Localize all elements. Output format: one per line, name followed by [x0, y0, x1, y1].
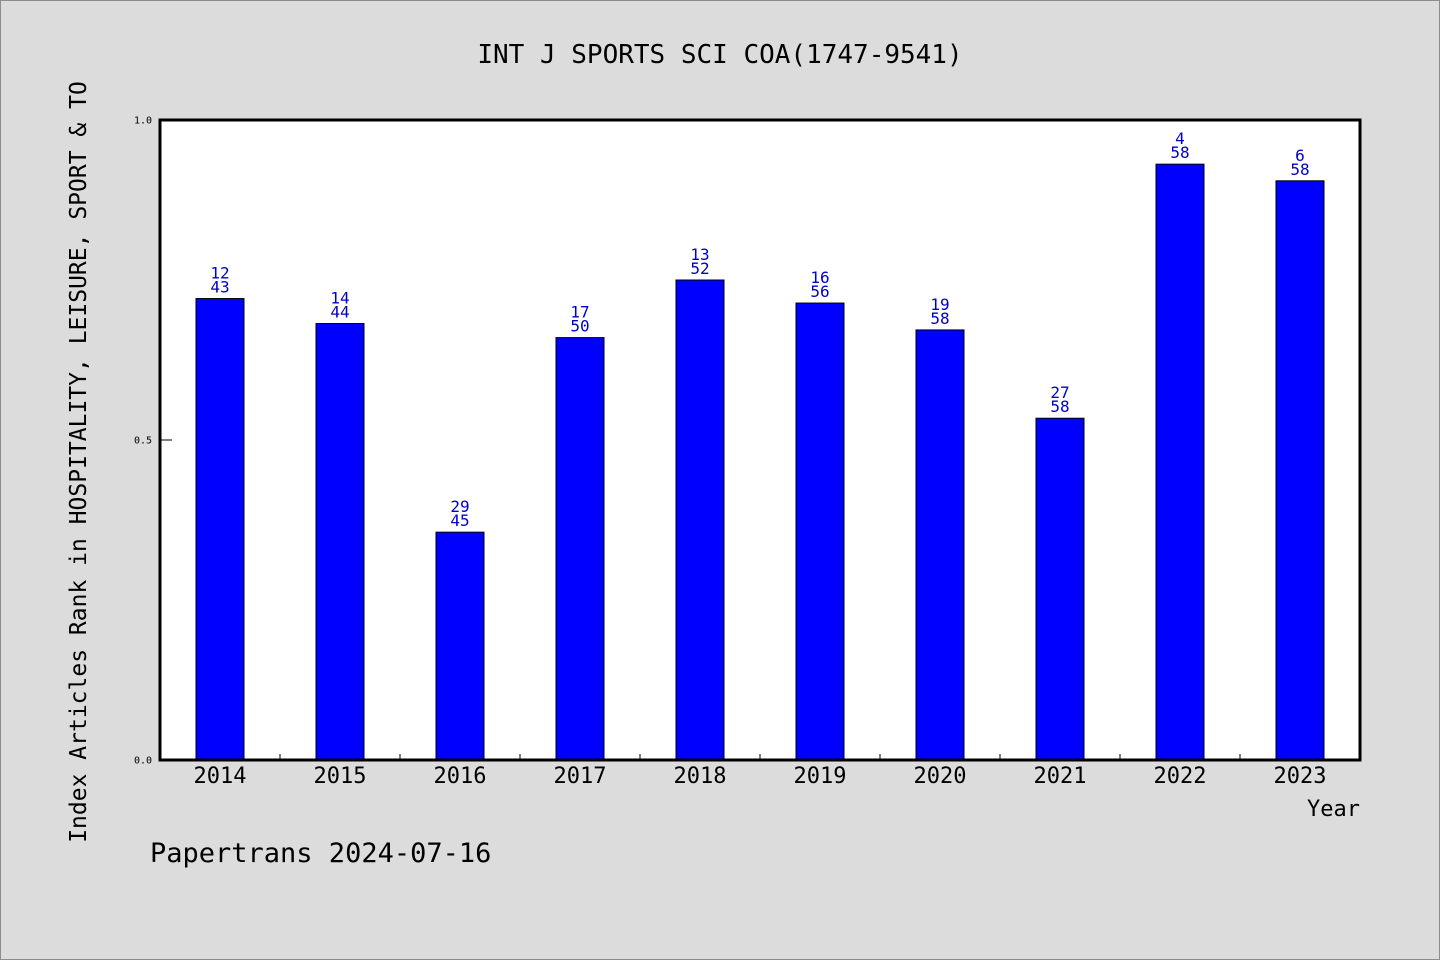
bar-2016	[435, 531, 485, 761]
bar-2015	[315, 323, 365, 761]
bar-2018	[675, 279, 725, 761]
bars-group	[195, 163, 1325, 761]
x-axis-ticks: 2014 2015 2016 2017 2018 2019 2020 2021 2022 2023	[194, 754, 1327, 789]
x-tick-label-2023: 2023	[1274, 764, 1327, 789]
footer-credit: Papertrans 2024-07-16	[150, 838, 491, 869]
bar-2020	[915, 329, 965, 761]
bar-2023	[1275, 180, 1325, 761]
data-label-total-2019: 56	[810, 282, 829, 301]
data-label-total-2018: 52	[690, 259, 709, 278]
bar-2019	[795, 302, 845, 761]
x-axis-label: Year	[1307, 797, 1360, 822]
data-label-rank-2019: 16	[810, 268, 829, 287]
x-tick-label-2014: 2014	[194, 764, 247, 789]
data-label-total-2023: 58	[1290, 160, 1309, 179]
data-label-total-2016: 45	[450, 511, 469, 530]
y-axis-ticks: 0.0 0.5 1.0	[134, 116, 172, 767]
data-label-rank-2021: 27	[1050, 383, 1069, 402]
data-label-rank-2020: 19	[930, 295, 949, 314]
data-label-rank-2022: 4	[1175, 129, 1185, 148]
data-label-total-2014: 43	[210, 278, 229, 297]
y-tick-label: 0.5	[134, 436, 152, 447]
y-tick-label: 0.0	[134, 756, 152, 767]
y-tick-label: 1.0	[134, 116, 152, 127]
data-label-total-2015: 44	[330, 303, 349, 322]
data-label-total-2022: 58	[1170, 143, 1189, 162]
x-tick-label-2017: 2017	[554, 764, 607, 789]
y-axis-label: Index Articles Rank in HOSPITALITY, LEIS…	[66, 81, 92, 843]
data-label-total-2020: 58	[930, 309, 949, 328]
x-tick-label-2020: 2020	[914, 764, 967, 789]
chart-title: INT J SPORTS SCI COA(1747-9541)	[477, 40, 962, 70]
x-tick-label-2015: 2015	[314, 764, 367, 789]
bar-2014	[195, 298, 245, 761]
bar-2022	[1155, 163, 1205, 761]
x-tick-label-2019: 2019	[794, 764, 847, 789]
data-label-total-2021: 58	[1050, 397, 1069, 416]
data-label-rank-2015: 14	[330, 289, 349, 308]
x-tick-label-2016: 2016	[434, 764, 487, 789]
data-label-rank-2018: 13	[690, 245, 709, 264]
data-label-total-2017: 50	[570, 317, 589, 336]
bar-2017	[555, 337, 605, 761]
data-label-rank-2017: 17	[570, 303, 589, 322]
x-tick-label-2018: 2018	[674, 764, 727, 789]
data-label-rank-2014: 12	[210, 264, 229, 283]
data-label-rank-2023: 6	[1295, 146, 1305, 165]
x-tick-label-2021: 2021	[1034, 764, 1087, 789]
data-label-rank-2016: 29	[450, 497, 469, 516]
x-tick-label-2022: 2022	[1154, 764, 1207, 789]
bar-2021	[1035, 417, 1085, 761]
